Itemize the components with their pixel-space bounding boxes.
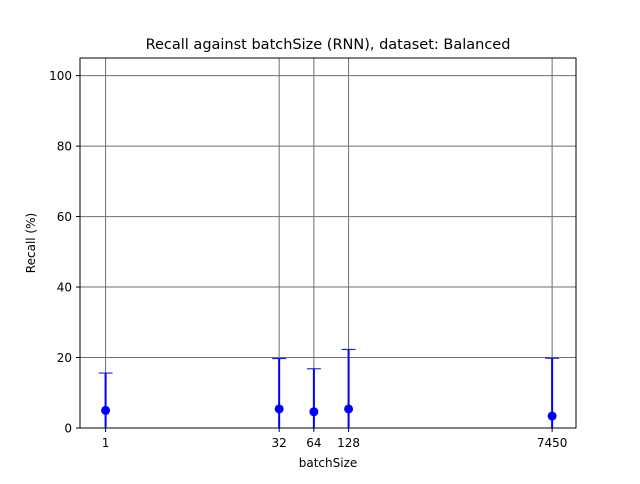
y-tick-label: 20 xyxy=(57,351,72,365)
data-series xyxy=(98,348,560,428)
grid xyxy=(80,58,576,428)
y-tick-label: 80 xyxy=(57,140,72,154)
y-tick-label: 100 xyxy=(49,69,72,83)
y-axis-label: Recall (%) xyxy=(24,213,38,273)
x-tick-label: 7450 xyxy=(537,436,568,450)
y-tick-label: 40 xyxy=(57,281,72,295)
data-point xyxy=(274,404,284,414)
x-tick-label: 64 xyxy=(306,436,321,450)
data-point xyxy=(344,404,354,414)
y-tick-label: 0 xyxy=(64,422,72,436)
data-point xyxy=(547,411,557,421)
data-point xyxy=(101,405,111,415)
x-tick-label: 1 xyxy=(102,436,110,450)
plot-frame xyxy=(79,57,577,429)
y-tick-label: 60 xyxy=(57,210,72,224)
x-axis-label: batchSize xyxy=(299,456,358,470)
chart-title: Recall against batchSize (RNN), dataset:… xyxy=(146,37,511,53)
axis-ticks: 1 32 64 128 7450 0 20 40 60 80 100 xyxy=(49,69,567,450)
data-point xyxy=(309,407,319,417)
x-tick-label: 32 xyxy=(272,436,287,450)
x-tick-label: 128 xyxy=(337,436,360,450)
